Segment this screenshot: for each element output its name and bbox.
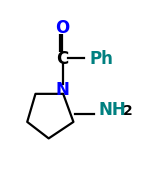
Text: NH: NH — [99, 100, 127, 119]
Text: N: N — [56, 81, 70, 99]
Text: C: C — [57, 50, 69, 68]
Text: Ph: Ph — [89, 50, 113, 68]
Text: O: O — [56, 19, 70, 37]
Text: 2: 2 — [123, 104, 133, 118]
